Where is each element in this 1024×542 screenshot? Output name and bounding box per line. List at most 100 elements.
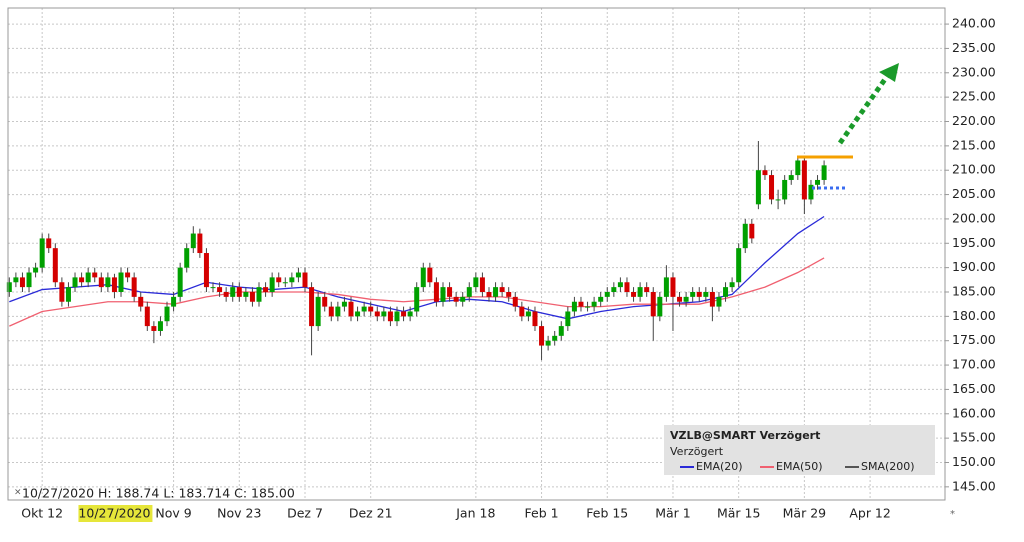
y-tick-label: 160.00: [952, 405, 996, 420]
candle-body: [795, 160, 801, 176]
candle-body: [631, 291, 637, 297]
candle-body: [151, 326, 157, 331]
candle-body: [355, 311, 361, 317]
candle-body: [85, 272, 91, 283]
candle-body: [263, 287, 269, 292]
candle-body: [624, 282, 630, 292]
candle-body: [203, 253, 209, 288]
candle-body: [92, 272, 98, 278]
candle-body: [808, 184, 814, 200]
x-tick-label: Mär 29: [783, 506, 827, 521]
candle-body: [138, 296, 144, 307]
candle-body: [131, 277, 137, 297]
candle-body: [98, 277, 104, 288]
plot-frame: [7, 7, 946, 501]
candle-body: [604, 291, 610, 297]
candle-body: [709, 291, 715, 307]
candle-body: [223, 291, 229, 297]
candle-body: [769, 175, 775, 200]
candle-body: [164, 306, 170, 322]
crosshair-date: 10/27/2020: [78, 506, 150, 521]
x-tick-label: Mär 1: [655, 506, 691, 521]
y-tick-label: 220.00: [952, 113, 996, 128]
candle-body: [230, 287, 236, 297]
candle-body: [532, 311, 538, 327]
y-tick-label: 225.00: [952, 89, 996, 104]
candle-body: [788, 175, 794, 180]
candle-body: [552, 335, 558, 341]
candle-body: [46, 238, 52, 249]
candle-body: [374, 311, 380, 317]
candle-body: [144, 306, 150, 327]
candle-body: [703, 291, 709, 297]
candle-body: [525, 311, 531, 317]
x-tick-label: Feb 15: [586, 506, 628, 521]
y-tick-label: 240.00: [952, 16, 996, 31]
candle-body: [801, 160, 807, 200]
grid: [8, 8, 945, 500]
candle-body: [696, 291, 702, 297]
y-tick-label: 230.00: [952, 64, 996, 79]
candle-body: [341, 301, 347, 307]
y-tick-label: 150.00: [952, 454, 996, 469]
candle-body: [499, 287, 505, 292]
trend-arrow-head: [879, 63, 899, 82]
candle-body: [6, 282, 12, 292]
candle-body: [466, 287, 472, 297]
candle-body: [598, 296, 604, 302]
candle-body: [453, 296, 459, 302]
candle-body: [742, 223, 748, 249]
candle-body: [571, 301, 577, 312]
y-tick-label: 195.00: [952, 235, 996, 250]
candle-body: [210, 287, 216, 289]
indicator-line: [9, 257, 825, 327]
candle-body: [197, 233, 203, 254]
y-tick-label: 165.00: [952, 381, 996, 396]
candle-body: [558, 326, 564, 336]
y-tick-label: 180.00: [952, 308, 996, 323]
candle-body: [447, 287, 453, 297]
candle-body: [821, 165, 827, 180]
candle-body: [276, 277, 282, 283]
candle-body: [335, 306, 341, 317]
candle-body: [256, 287, 262, 302]
candle-body: [637, 287, 643, 297]
candle-body: [460, 296, 466, 302]
y-tick-label: 170.00: [952, 357, 996, 372]
candle-body: [243, 291, 249, 297]
candle-body: [322, 296, 328, 307]
candle-body: [677, 296, 683, 302]
candle-body: [486, 291, 492, 297]
candle-body: [611, 287, 617, 292]
candle-body: [217, 287, 223, 292]
candle-body: [295, 272, 301, 278]
x-tick-label: Okt 12: [21, 506, 63, 521]
candle-body: [644, 287, 650, 292]
candle-body: [473, 277, 479, 288]
candle-body: [118, 272, 124, 292]
candle-body: [105, 277, 111, 288]
candle-body: [591, 301, 597, 307]
axis-corner: *: [950, 509, 955, 520]
candle-body: [683, 296, 689, 302]
candle-body: [328, 306, 334, 317]
legend-label: SMA(200): [861, 460, 915, 473]
candle-body: [716, 296, 722, 307]
legend-label: EMA(20): [696, 460, 743, 473]
y-tick-label: 145.00: [952, 478, 996, 493]
candle-body: [26, 272, 32, 288]
candle-body: [650, 291, 656, 317]
y-tick-label: 235.00: [952, 40, 996, 55]
candle-body: [309, 287, 315, 327]
candle-body: [690, 291, 696, 297]
x-tick-label: Dez 7: [287, 506, 323, 521]
candle-body: [749, 223, 755, 239]
candle-body: [565, 311, 571, 327]
candle-body: [585, 306, 591, 308]
candle-body: [72, 277, 78, 288]
candle-body: [407, 311, 413, 317]
x-tick-label: Dez 21: [349, 506, 393, 521]
candle-body: [65, 287, 71, 302]
candle-body: [184, 248, 190, 268]
